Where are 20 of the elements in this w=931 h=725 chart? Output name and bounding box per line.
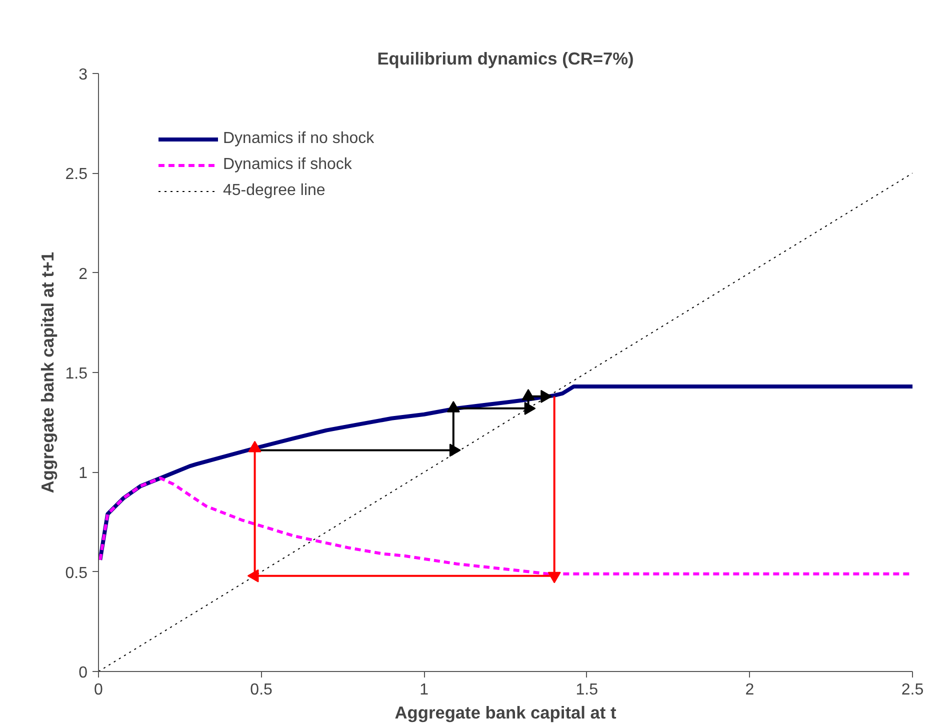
legend-label: 45-degree line [223, 182, 326, 200]
line-series [98, 384, 912, 562]
x-axis-title: Aggregate bank capital at t [394, 702, 616, 722]
legend-label: Dynamics if no shock [223, 130, 374, 148]
y-tick-label: 2.5 [65, 166, 88, 184]
y-tick-label: 2 [78, 266, 88, 283]
y-tick-label: 1 [78, 465, 88, 482]
y-axis-title: Aggregate bank capital at t+1 [37, 252, 58, 494]
y-tick-label: 1.5 [65, 366, 88, 382]
x-tick-label: 2 [745, 682, 754, 698]
legend-label: Dynamics if shock [223, 156, 352, 174]
x-tick-label: 1 [420, 682, 429, 698]
x-tick-label: 0.5 [250, 682, 273, 698]
y-tick-label: 0 [78, 664, 88, 682]
x-tick-label: 0 [94, 682, 104, 698]
x-tick-label: 1.5 [576, 682, 598, 698]
y-tick-label: 3 [78, 66, 88, 84]
y-tick-label: 0.5 [65, 564, 88, 582]
chart-title: Equilibrium dynamics (CR=7%) [377, 48, 634, 68]
x-tick-label: 2.5 [901, 682, 924, 698]
